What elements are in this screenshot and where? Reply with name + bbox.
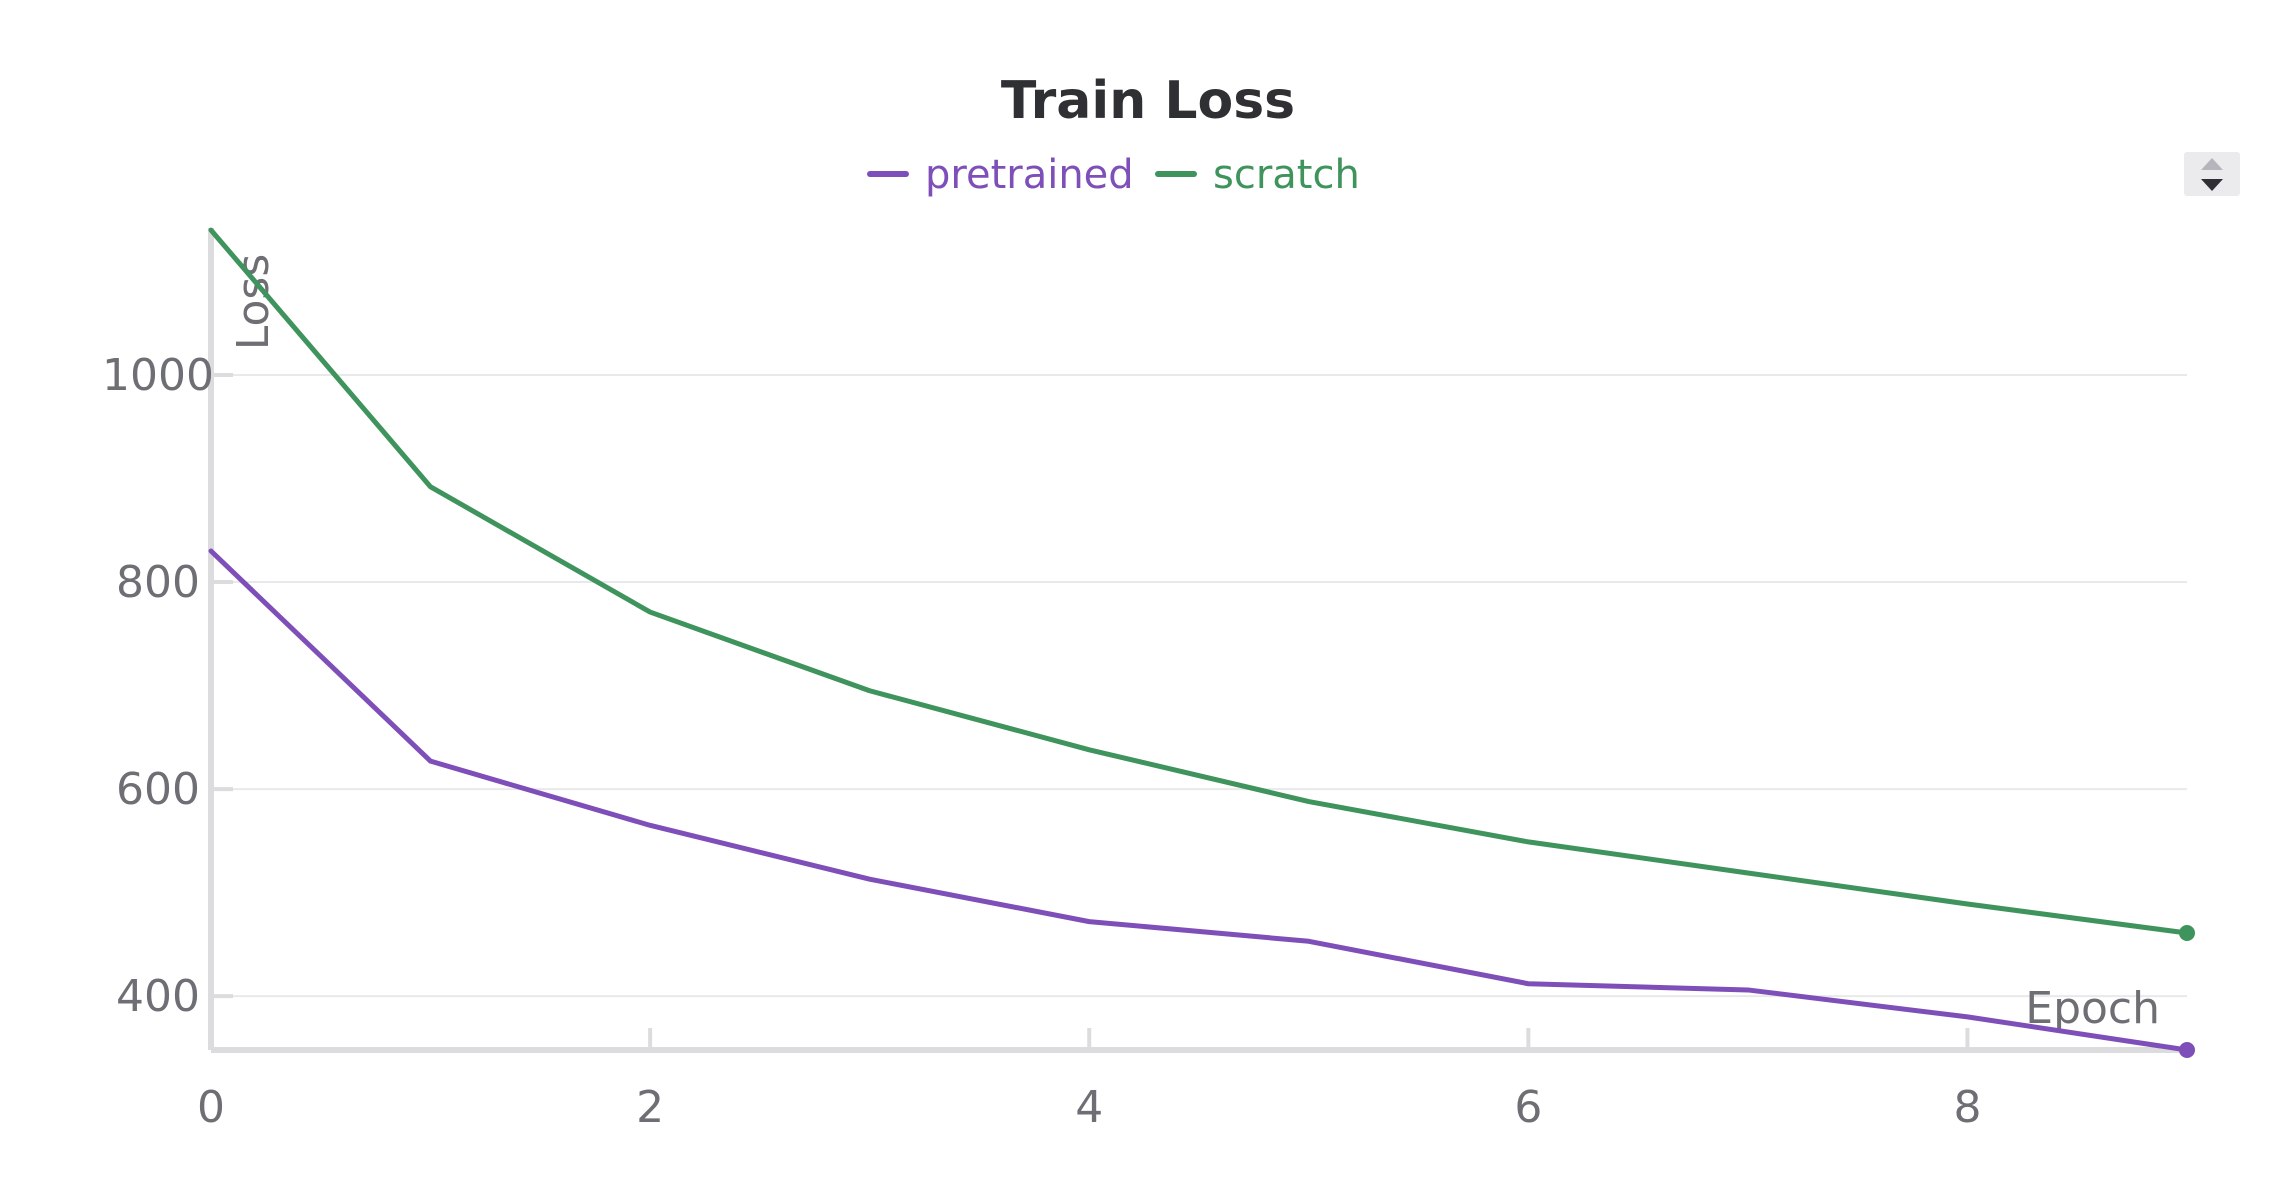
- series-end-point-scratch: [2179, 925, 2195, 942]
- series-lines: [208, 227, 2195, 1058]
- y-tick-label: 600: [116, 764, 200, 815]
- y-tick-labels: 400 600 800 1000: [102, 350, 214, 1022]
- legend-scroll-background[interactable]: [2184, 152, 2240, 196]
- x-tick-label: 6: [1514, 1082, 1542, 1133]
- x-axis-label: Epoch: [2025, 983, 2160, 1034]
- series-line-pretrained: [208, 548, 2190, 1053]
- grid: [211, 373, 2187, 999]
- legend: pretrained scratch: [867, 152, 1360, 198]
- chart-title: Train Loss: [1001, 71, 1295, 131]
- scroll-down-icon[interactable]: [2201, 179, 2223, 191]
- x-tick-label: 8: [1953, 1082, 1981, 1133]
- x-tick-label: 0: [197, 1082, 225, 1133]
- x-tick-labels: 0 2 4 6 8: [197, 1082, 1981, 1133]
- legend-scroll-button[interactable]: [2184, 152, 2240, 196]
- legend-label: scratch: [1213, 152, 1360, 198]
- x-tick-label: 2: [636, 1082, 664, 1133]
- axes: [208, 228, 2187, 1053]
- y-tick-label: 800: [116, 557, 200, 608]
- series-end-point-pretrained: [2179, 1042, 2195, 1058]
- x-tick-label: 4: [1075, 1082, 1103, 1133]
- legend-item-scratch[interactable]: scratch: [1155, 152, 1360, 198]
- y-tick-label: 1000: [102, 350, 214, 401]
- legend-label: pretrained: [925, 152, 1134, 198]
- scroll-up-icon[interactable]: [2201, 158, 2223, 170]
- series-line-scratch: [208, 227, 2190, 936]
- legend-item-pretrained[interactable]: pretrained: [867, 152, 1134, 198]
- y-tick-label: 400: [116, 971, 200, 1022]
